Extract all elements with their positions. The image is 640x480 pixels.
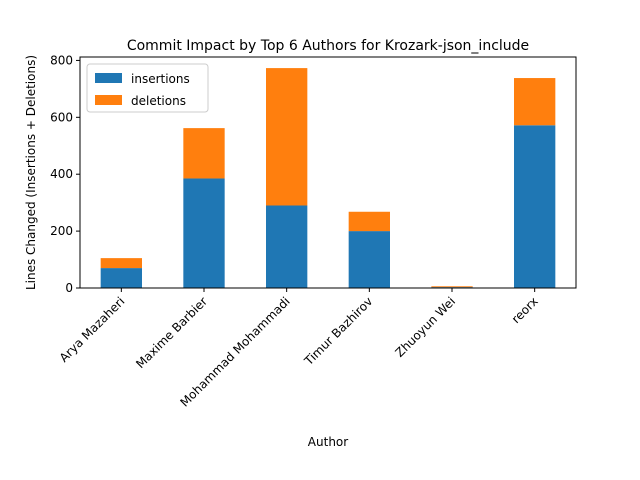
bars-group (100, 68, 556, 288)
axes-frame (79, 56, 577, 289)
bar-deletions-2 (266, 68, 308, 206)
bar-deletions-1 (183, 128, 225, 179)
legend-label-insertions: insertions (131, 72, 190, 86)
y-tick-label-2: 400 (50, 167, 73, 181)
legend-swatch-insertions (95, 73, 122, 83)
bar-deletions-5 (514, 78, 556, 126)
bar-insertions-1 (183, 178, 225, 288)
bar-deletions-0 (100, 258, 142, 269)
legend-label-deletions: deletions (131, 94, 186, 108)
y-tick-label-1: 200 (50, 224, 73, 238)
bar-deletions-3 (348, 211, 390, 232)
chart-title: Commit Impact by Top 6 Authors for Kroza… (127, 38, 529, 54)
bar-deletions-4 (431, 286, 473, 288)
legend-swatch-deletions (95, 95, 122, 105)
y-axis: 0 200 400 600 800 (50, 53, 80, 295)
bar-insertions-0 (100, 268, 142, 288)
y-tick-label-0: 0 (65, 281, 73, 295)
bar-insertions-5 (514, 125, 556, 288)
x-axis-label: Author (308, 435, 348, 449)
y-tick-label-3: 600 (50, 110, 73, 124)
bar-insertions-3 (348, 231, 390, 288)
bar-insertions-2 (266, 205, 308, 288)
y-tick-label-4: 800 (50, 53, 73, 67)
y-axis-label: Lines Changed (Insertions + Deletions) (24, 55, 38, 290)
legend: insertions deletions (86, 63, 209, 113)
